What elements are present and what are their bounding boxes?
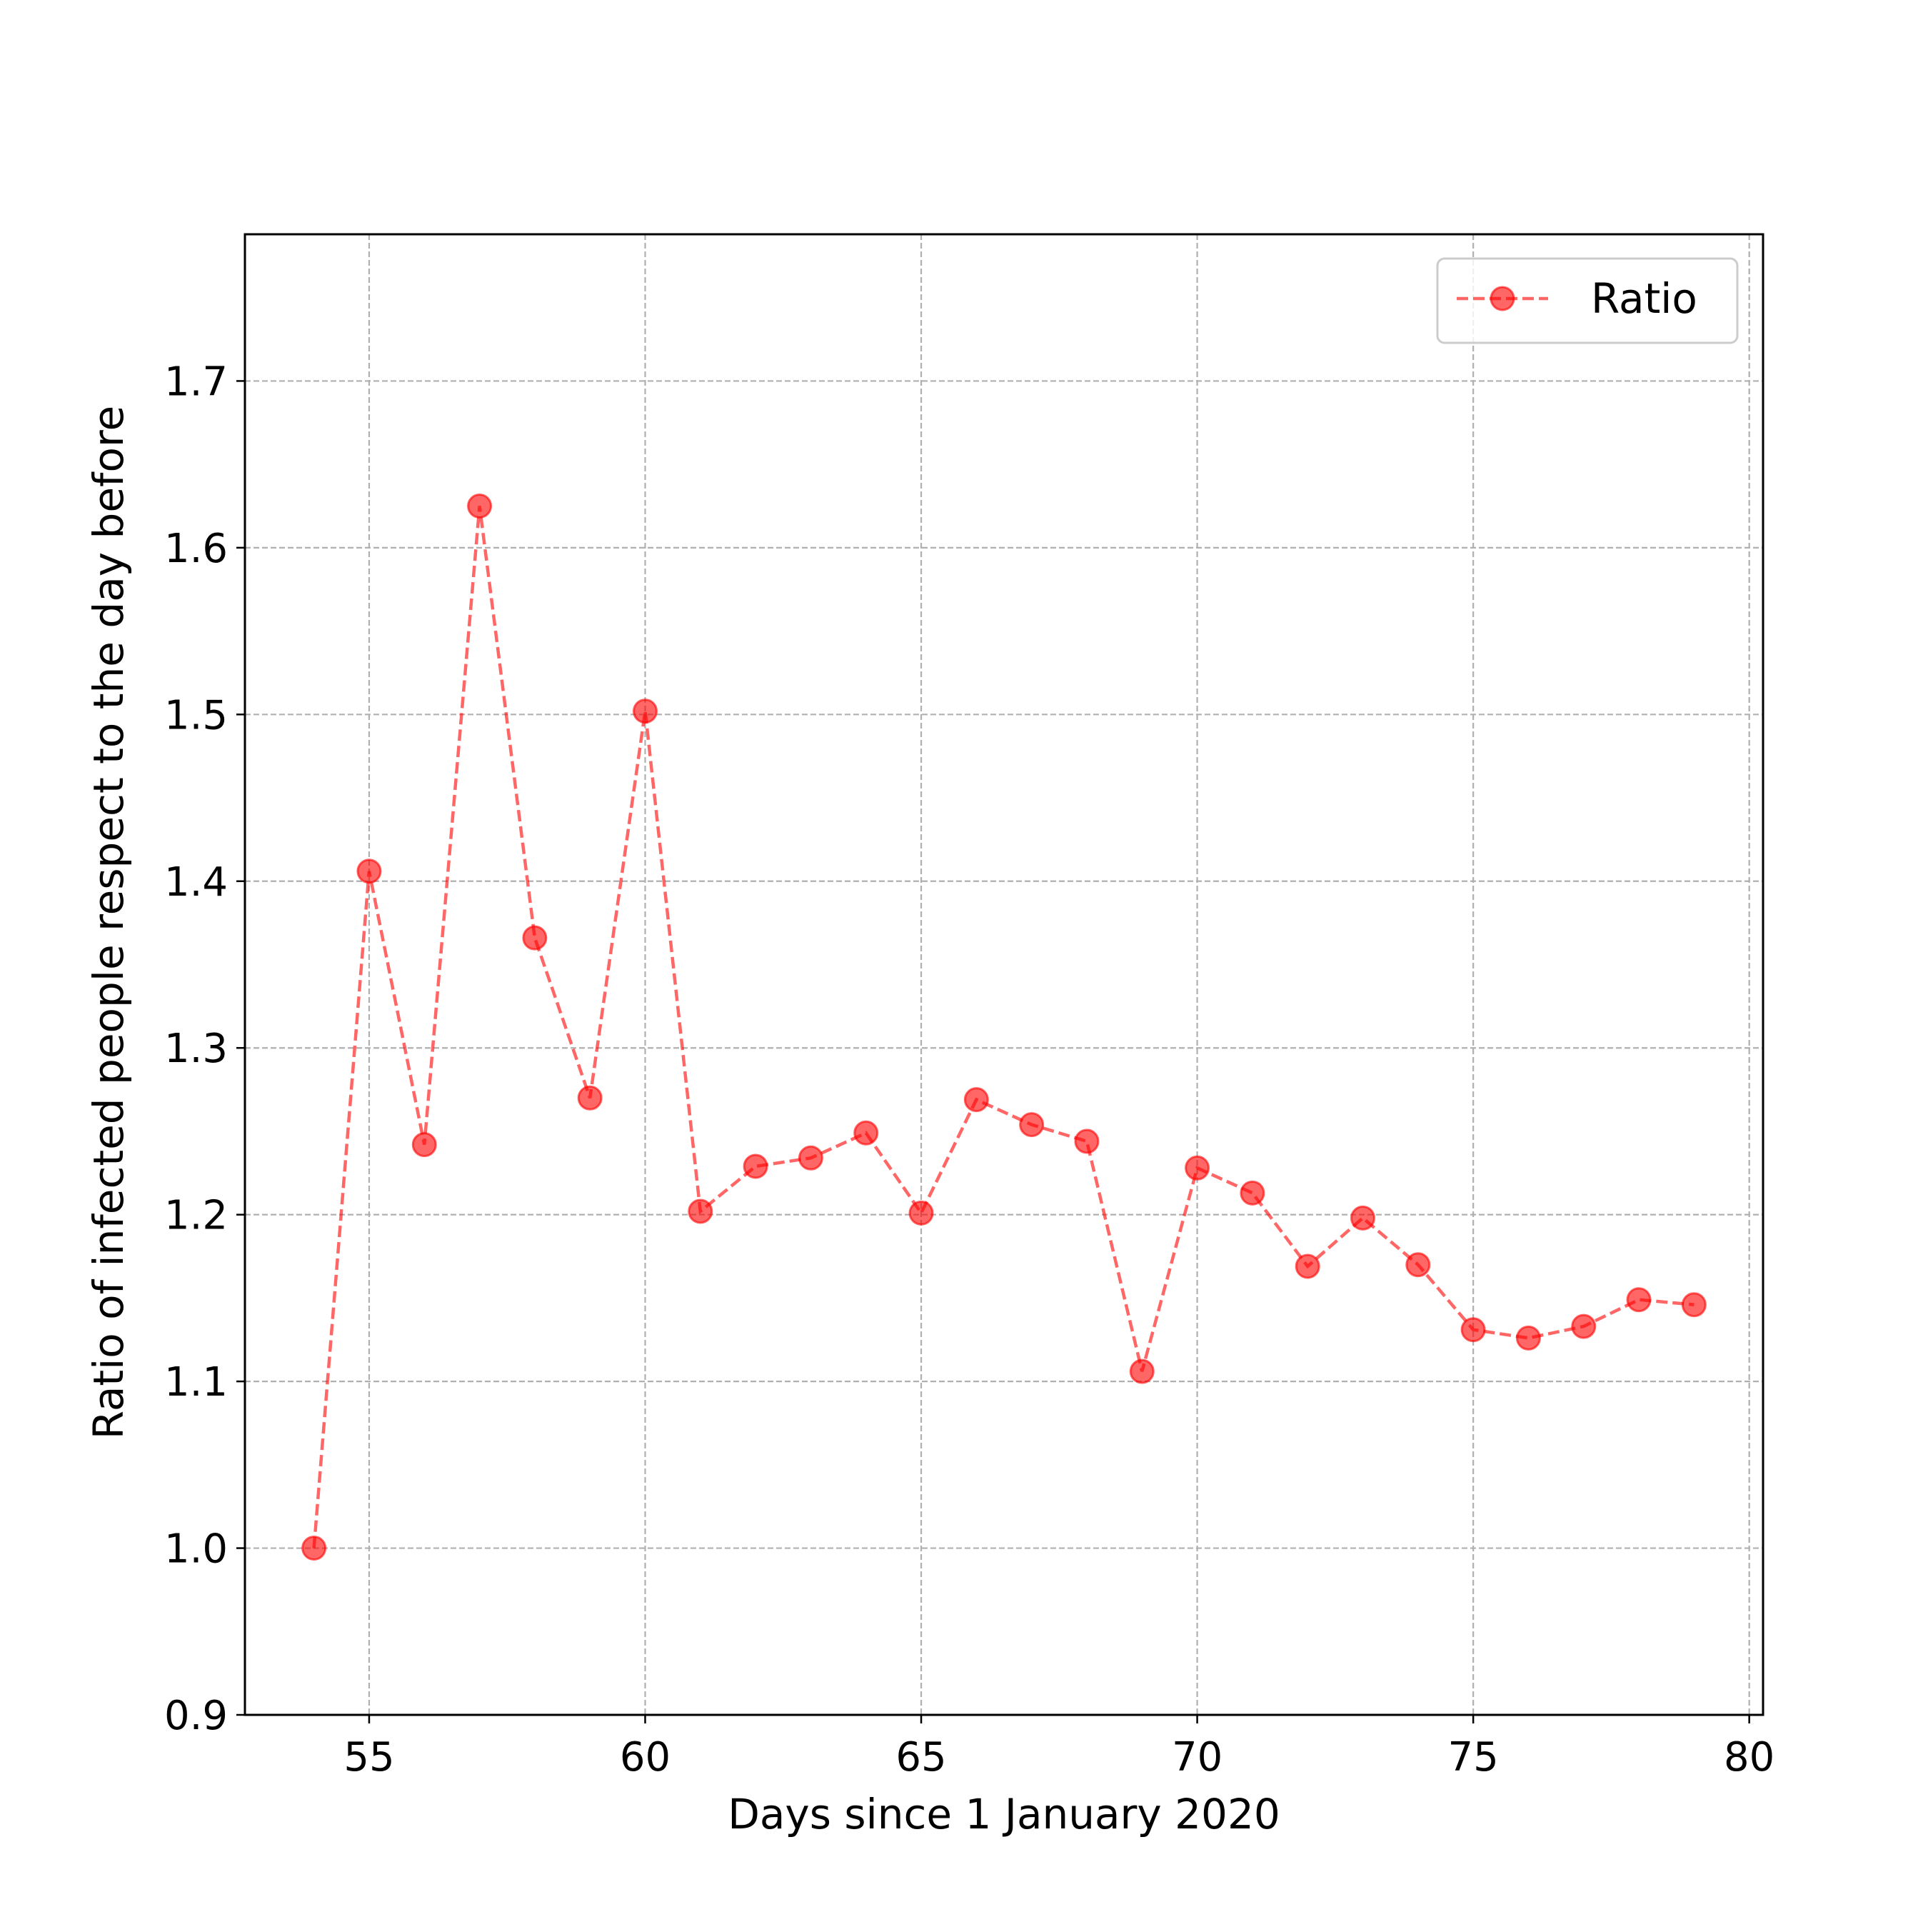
data-point bbox=[522, 925, 548, 951]
x-tick-label: 60 bbox=[620, 1734, 671, 1781]
data-point bbox=[1129, 1358, 1155, 1384]
x-axis-label: Days since 1 January 2020 bbox=[728, 1790, 1280, 1838]
data-point bbox=[467, 494, 493, 519]
y-tick-label: 1.0 bbox=[164, 1526, 228, 1573]
data-point bbox=[1681, 1292, 1707, 1318]
data-point bbox=[356, 859, 382, 884]
data-point bbox=[798, 1145, 823, 1171]
axis-ticks: 55 60 65 70 75 80 0.9 1.0 1.1 1.2 1.3 1.4 1.5 1.6 1.7 bbox=[164, 359, 1774, 1781]
y-tick-label: 1.2 bbox=[164, 1193, 228, 1239]
data-point bbox=[1240, 1180, 1265, 1206]
y-tick-label: 1.7 bbox=[164, 359, 228, 405]
data-point bbox=[963, 1087, 989, 1113]
y-tick-label: 1.6 bbox=[164, 526, 228, 572]
data-point bbox=[1074, 1128, 1100, 1154]
data-point bbox=[301, 1536, 327, 1561]
legend-label-ratio: Ratio bbox=[1591, 274, 1697, 323]
series-ratio bbox=[301, 494, 1707, 1561]
data-point bbox=[1571, 1313, 1597, 1339]
y-tick-label: 1.1 bbox=[164, 1359, 228, 1406]
legend-marker bbox=[1490, 286, 1515, 311]
data-point bbox=[1460, 1317, 1486, 1343]
y-tick-label: 1.3 bbox=[164, 1026, 228, 1072]
data-point bbox=[743, 1153, 768, 1179]
grid bbox=[245, 234, 1763, 1716]
data-point bbox=[1185, 1155, 1210, 1181]
legend: Ratio bbox=[1436, 257, 1739, 344]
data-point bbox=[577, 1085, 603, 1111]
x-tick-label: 65 bbox=[895, 1734, 946, 1781]
data-point bbox=[632, 699, 658, 724]
y-axis-label: Ratio of infected people respect to the … bbox=[84, 406, 133, 1439]
data-point bbox=[411, 1132, 437, 1158]
data-point bbox=[908, 1200, 934, 1226]
y-tick-label: 1.5 bbox=[164, 692, 228, 739]
x-tick-label: 80 bbox=[1724, 1734, 1774, 1781]
data-point bbox=[1405, 1252, 1431, 1278]
x-tick-label: 55 bbox=[343, 1734, 394, 1781]
data-point bbox=[1019, 1112, 1045, 1138]
y-tick-label: 0.9 bbox=[164, 1693, 228, 1739]
data-point bbox=[1626, 1287, 1652, 1313]
x-tick-label: 75 bbox=[1447, 1734, 1498, 1781]
y-tick-label: 1.4 bbox=[164, 859, 228, 906]
legend-box bbox=[1436, 257, 1739, 344]
data-point bbox=[1515, 1325, 1541, 1351]
data-point bbox=[853, 1120, 879, 1146]
data-point bbox=[1295, 1253, 1320, 1279]
series-line bbox=[312, 506, 1694, 1548]
data-point bbox=[688, 1198, 713, 1224]
plot-area-frame bbox=[243, 233, 1764, 1716]
data-point bbox=[1350, 1205, 1376, 1231]
x-tick-label: 70 bbox=[1172, 1734, 1222, 1781]
